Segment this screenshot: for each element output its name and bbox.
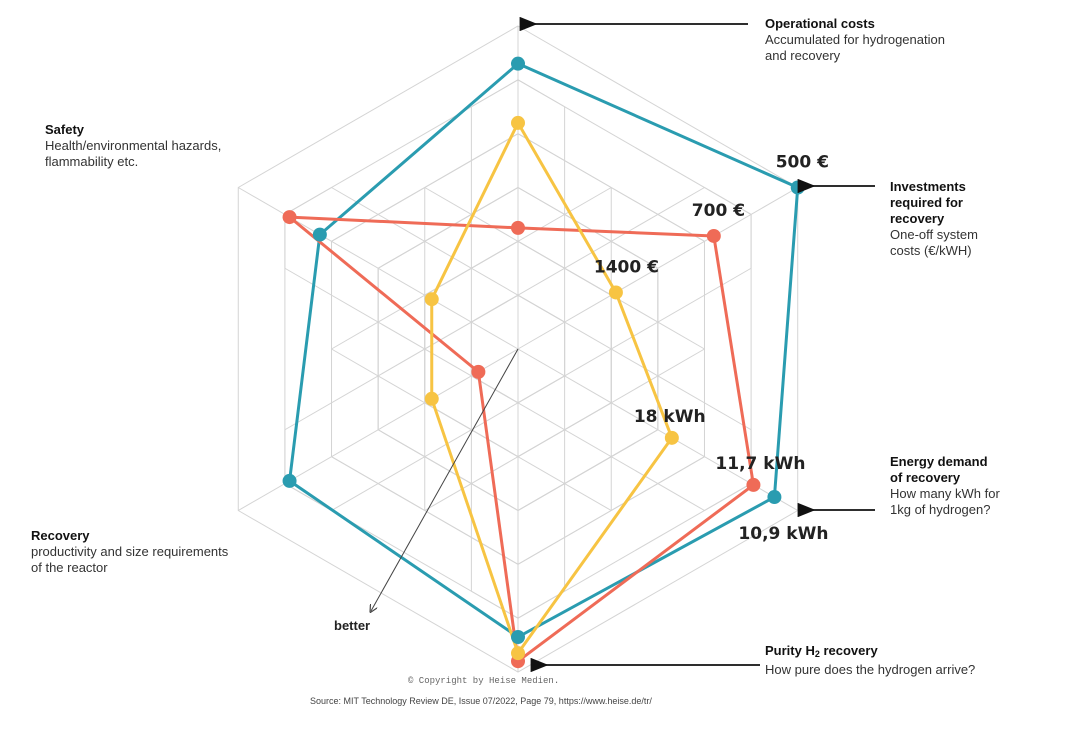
axis-title: Recovery xyxy=(31,528,90,543)
value-label: 18 kWh xyxy=(634,407,706,427)
grid-cube-line xyxy=(704,187,752,215)
data-point-teal xyxy=(312,227,327,242)
grid-cube-line xyxy=(517,187,659,269)
value-label: 11,7 kWh xyxy=(715,454,805,474)
axis-desc: productivity and size requirements xyxy=(31,544,229,559)
axis-title: of recovery xyxy=(890,470,961,485)
source-citation: Source: MIT Technology Review DE, Issue … xyxy=(310,696,652,706)
axis-title: recovery xyxy=(890,211,945,226)
grid-cube-line xyxy=(377,187,519,269)
data-point-yellow xyxy=(511,115,525,130)
axis-desc: Health/environmental hazards, xyxy=(45,138,222,153)
axis-desc: flammability etc. xyxy=(45,154,139,169)
axis-label-purity: Purity H2 recovery How pure does the hyd… xyxy=(765,643,975,678)
data-point-yellow xyxy=(511,646,525,661)
axis-label-operational-costs: Operational costs Accumulated for hydrog… xyxy=(765,16,945,64)
grid-cube-line xyxy=(610,187,705,242)
axis-title: required for xyxy=(890,195,963,210)
data-point-teal xyxy=(790,180,805,195)
data-point-red xyxy=(706,228,721,243)
grid-cube-line xyxy=(704,483,752,511)
axis-desc: and recovery xyxy=(765,48,841,63)
axis-label-safety: Safety Health/environmental hazards, fla… xyxy=(45,122,221,170)
value-label: 10,9 kWh xyxy=(738,524,828,544)
better-label: better xyxy=(334,618,370,633)
axis-desc: costs (€/kWH) xyxy=(890,243,972,258)
axis-desc: How pure does the hydrogen arrive? xyxy=(765,662,976,677)
data-point-yellow xyxy=(664,430,679,445)
grid-cube-line xyxy=(424,133,519,188)
data-point-red xyxy=(471,364,486,379)
grid-cube-line xyxy=(517,590,565,619)
data-point-teal xyxy=(282,473,297,488)
grid-cube-line xyxy=(331,187,565,323)
grid-cube-line xyxy=(331,456,426,511)
grid-cube-line xyxy=(471,375,705,511)
data-point-yellow xyxy=(608,285,623,300)
axis-title: Purity H2 recovery xyxy=(765,643,975,662)
data-point-red xyxy=(511,220,525,235)
axis-title-rest: recovery xyxy=(819,643,878,658)
axis-title: Investments xyxy=(890,179,966,194)
axis-label-recovery: Recovery productivity and size requireme… xyxy=(31,528,228,576)
grid-cube-line xyxy=(517,348,705,458)
grid-cube-line xyxy=(517,133,612,188)
axis-desc: One-off system xyxy=(890,227,978,242)
data-point-teal xyxy=(767,490,782,505)
data-point-yellow xyxy=(424,391,439,406)
grid-cube-line xyxy=(517,267,752,404)
grid-cube-line xyxy=(424,187,612,296)
grid-cube-line xyxy=(517,510,612,565)
grid-cube-line xyxy=(331,187,426,242)
axis-title-main: Purity H xyxy=(765,643,815,658)
axis-label-investments: Investments required for recovery One-of… xyxy=(890,179,978,259)
data-point-teal xyxy=(511,630,525,645)
axis-desc: Accumulated for hydrogenation xyxy=(765,32,945,47)
value-labels: 500 € 700 € 1400 € 18 kWh 11,7 kWh 10,9 kWh xyxy=(594,153,829,545)
value-label: 500 € xyxy=(776,153,829,173)
axis-desc: How many kWh for xyxy=(890,486,1000,501)
data-point-red xyxy=(282,210,297,225)
grid-cube-line xyxy=(471,187,705,323)
data-point-teal xyxy=(511,56,525,71)
axis-title: Operational costs xyxy=(765,16,875,31)
axis-label-energy-demand: Energy demand of recovery How many kWh f… xyxy=(890,454,1000,518)
axis-title-subscript: 2 xyxy=(814,649,820,659)
axis-pointer-arrows xyxy=(519,16,875,673)
grid-cube-line xyxy=(517,429,659,511)
data-point-yellow xyxy=(424,292,439,307)
series-line-teal xyxy=(288,62,800,639)
grid-cube-line xyxy=(471,79,519,108)
grid-cube-line xyxy=(424,402,612,511)
copyright-notice: © Copyright by Heise Medien. xyxy=(408,676,560,686)
better-direction-arrow xyxy=(371,348,519,611)
axis-desc: of the reactor xyxy=(31,560,108,575)
axis-title: Energy demand xyxy=(890,454,988,469)
grid-cube-line xyxy=(517,79,565,108)
data-point-red xyxy=(746,477,761,492)
value-label: 700 € xyxy=(692,201,745,221)
axis-desc: 1kg of hydrogen? xyxy=(890,502,991,517)
value-label: 1400 € xyxy=(594,257,659,277)
series-line-red xyxy=(288,215,755,663)
axis-title: Safety xyxy=(45,122,85,137)
grid-cube-line xyxy=(284,187,332,215)
